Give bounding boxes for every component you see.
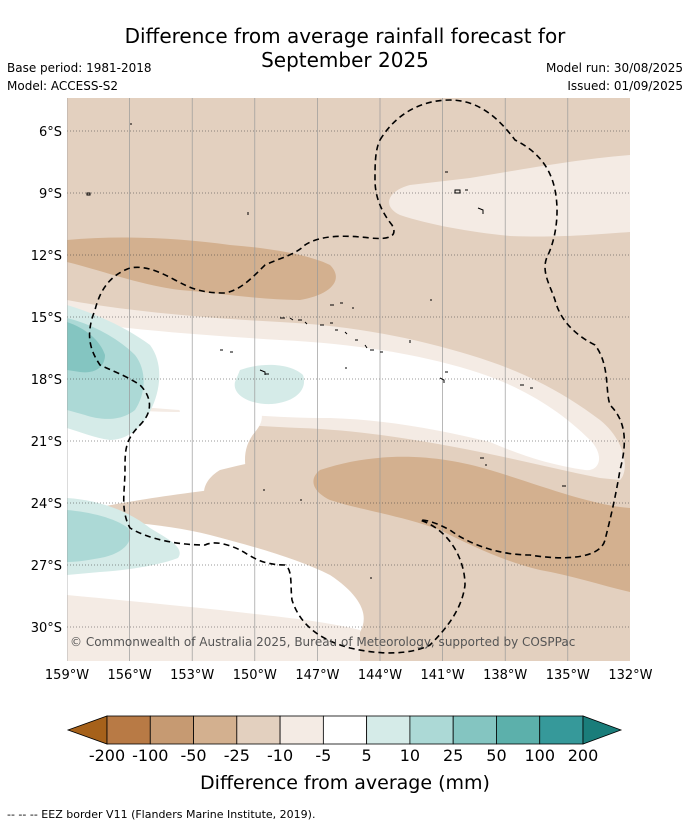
lat-label: 6°S [39,125,62,140]
lat-label: 21°S [31,435,62,450]
anomaly-region-plus5-patch [234,364,305,405]
lon-label: 138°W [483,668,527,683]
colorbar-tick-label: 50 [486,746,506,765]
meta-right: Model run: 30/08/2025 Issued: 01/09/2025 [546,59,683,95]
longitude-labels: 159°W 156°W 153°W 150°W 147°W 144°W 141°W 138°W… [45,668,653,683]
lon-label: 150°W [233,668,277,683]
anomaly-region-neutral-central [67,320,600,471]
colorbar-bin [236,715,281,745]
eez-border [88,99,626,654]
colorbar-tick-label: 200 [568,746,599,765]
lon-label: 135°W [546,668,590,683]
anomaly-region-minus5-north [67,98,630,237]
anomaly-region-nw [67,98,391,178]
lon-label: 153°W [170,668,214,683]
colorbar: -200 -100 -50 -25 -10 -5 5 10 25 50 100 200 [66,715,623,765]
lat-label: 9°S [39,187,62,202]
anomaly-region-minus50-band [67,237,336,300]
meta-left: Base period: 1981-2018 Model: ACCESS-S2 [7,59,152,95]
lat-label: 12°S [31,249,62,264]
colorbar-title: Difference from average (mm) [200,772,490,794]
colorbar-bin [409,715,454,745]
colorbar-extend-low [66,715,108,745]
lon-label: 141°W [421,668,465,683]
anomaly-region-plus10-sw [67,510,131,562]
colorbar-tick-label: 10 [400,746,420,765]
colorbar-bin [539,715,584,745]
colorbar-extend-high [582,715,623,745]
lon-label: 132°W [608,668,652,683]
lon-label: 144°W [358,668,402,683]
lat-label: 18°S [31,373,62,388]
colorbar-tick-label: -50 [180,746,206,765]
colorbar-bin [279,715,324,745]
lat-label: 15°S [31,311,62,326]
colorbar-tick-label: -200 [89,746,125,765]
colorbar-tick-label: 100 [524,746,555,765]
issued-date: Issued: 01/09/2025 [567,79,683,93]
anomaly-region-plus25-west [67,322,105,373]
lon-label: 156°W [108,668,152,683]
lat-label: 27°S [31,559,62,574]
base-period: Base period: 1981-2018 [7,61,152,75]
colorbar-tick-label: -5 [315,746,331,765]
copyright-text: © Commonwealth of Australia 2025, Bureau… [70,635,575,649]
eez-footnote: -- -- -- EEZ border V11 (Flanders Marine… [7,808,316,821]
colorbar-bin [322,715,368,745]
rainfall-anomaly-map: © Commonwealth of Australia 2025, Bureau… [67,98,630,661]
colorbar-tick-label: -25 [224,746,250,765]
model-name: Model: ACCESS-S2 [7,79,119,93]
colorbar-bin [496,715,541,745]
lon-label: 147°W [295,668,339,683]
islands [86,123,566,579]
latitude-labels: 6°S 9°S 12°S 15°S 18°S 21°S 24°S 27°S 30°S [31,125,62,636]
colorbar-bin [149,715,194,745]
colorbar-tick-label: -10 [267,746,293,765]
colorbar-bin [106,715,151,745]
title-line-2: September 2025 [261,48,429,72]
colorbar-bin [452,715,497,745]
map-title: Difference from average rainfall forecas… [0,24,690,72]
lon-label: 159°W [45,668,89,683]
colorbar-tick-label: -100 [132,746,168,765]
anomaly-region-minus5-sw [67,595,360,661]
colorbar-tick-label: 5 [362,746,372,765]
colorbar-bin [366,715,411,745]
colorbar-bin [193,715,238,745]
lat-label: 24°S [31,497,62,512]
colorbar-tick-label: 25 [443,746,463,765]
lat-label: 30°S [31,621,62,636]
anomaly-region-minus50-south [313,456,630,592]
title-line-1: Difference from average rainfall forecas… [124,24,566,48]
model-run: Model run: 30/08/2025 [545,61,683,75]
